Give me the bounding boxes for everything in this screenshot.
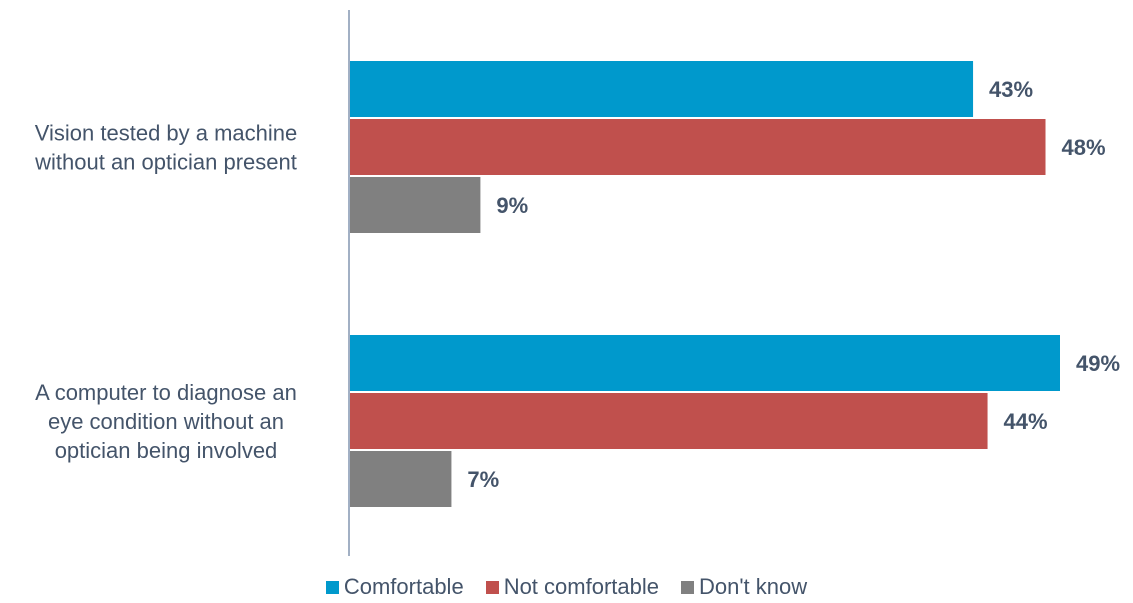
legend-label-comfortable: Comfortable <box>343 574 464 599</box>
bar <box>350 119 1046 175</box>
data-label: 43% <box>989 77 1033 102</box>
category-label-line: without an optician present <box>34 150 297 175</box>
data-label: 49% <box>1076 351 1120 376</box>
bar <box>350 61 974 117</box>
legend: Comfortable Not comfortable Don't know <box>0 574 1133 600</box>
data-label: 9% <box>496 193 528 218</box>
legend-item-not-comfortable: Not comfortable <box>485 574 659 600</box>
category-label: A computer to diagnose an eye condition w… <box>35 380 297 463</box>
legend-label-not-comfortable: Not comfortable <box>503 574 659 599</box>
bar <box>350 335 1060 391</box>
bar <box>350 451 452 507</box>
category-label-line: eye condition without an <box>48 409 284 434</box>
category-label-line: A computer to diagnose an <box>35 380 297 405</box>
legend-swatch-comfortable <box>325 580 339 594</box>
category-label-line: optician being involved <box>55 438 278 463</box>
data-label: 48% <box>1062 135 1106 160</box>
legend-label-dont-know: Don't know <box>698 574 808 599</box>
bar-chart: Vision tested by a machine without an opt… <box>34 10 1120 556</box>
bar <box>350 393 988 449</box>
category-label-line: Vision tested by a machine <box>35 121 298 146</box>
data-label: 44% <box>1004 409 1048 434</box>
data-label: 7% <box>467 467 499 492</box>
legend-swatch-not-comfortable <box>485 580 499 594</box>
bar <box>350 177 481 233</box>
legend-item-dont-know: Don't know <box>680 574 808 600</box>
legend-item-comfortable: Comfortable <box>325 574 464 600</box>
category-label: Vision tested by a machine without an opt… <box>34 121 297 175</box>
legend-swatch-dont-know <box>680 580 694 594</box>
